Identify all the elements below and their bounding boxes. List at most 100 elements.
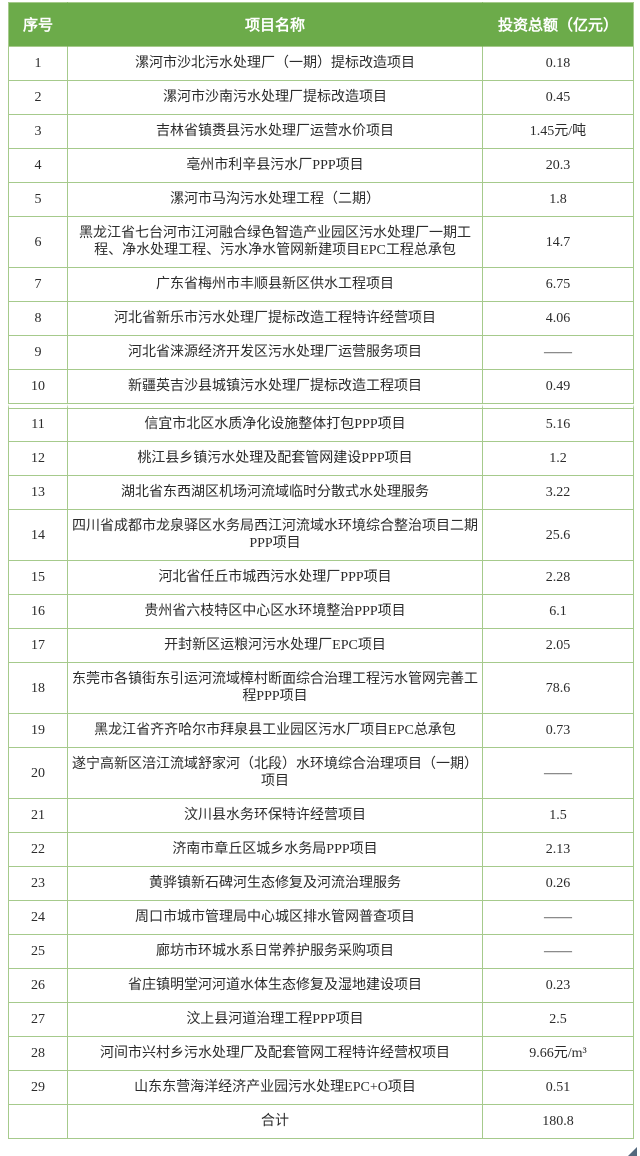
table-row: 7 广东省梅州市丰顺县新区供水工程项目 6.75 — [8, 268, 634, 302]
investment-amount-cell: 1.8 — [483, 183, 634, 217]
table-row: 13 湖北省东西湖区机场河流域临时分散式水处理服务 3.22 — [8, 476, 634, 510]
project-name-cell: 漯河市沙北污水处理厂（一期）提标改造项目 — [68, 47, 483, 81]
row-index-cell: 10 — [8, 370, 68, 404]
table-row: 29 山东东营海洋经济产业园污水处理EPC+O项目 0.51 — [8, 1071, 634, 1105]
column-header-project-name: 项目名称 — [68, 2, 483, 47]
investment-amount-cell: —— — [483, 336, 634, 370]
table-row: 4 亳州市利辛县污水厂PPP项目 20.3 — [8, 149, 634, 183]
investment-amount-cell: 0.18 — [483, 47, 634, 81]
project-name-cell: 遂宁高新区涪江流域舒家河（北段）水环境综合治理项目（一期）项目 — [68, 748, 483, 799]
total-label-cell: 合计 — [68, 1105, 483, 1139]
investment-amount-cell: 0.51 — [483, 1071, 634, 1105]
row-index-cell: 5 — [8, 183, 68, 217]
investment-amount-cell: 0.26 — [483, 867, 634, 901]
table-row: 2 漯河市沙南污水处理厂提标改造项目 0.45 — [8, 81, 634, 115]
row-index-cell: 6 — [8, 217, 68, 268]
table-row: 23 黄骅镇新石碑河生态修复及河流治理服务 0.26 — [8, 867, 634, 901]
table-row: 15 河北省任丘市城西污水处理厂PPP项目 2.28 — [8, 561, 634, 595]
header-row: 序号 项目名称 投资总额（亿元） — [8, 2, 634, 47]
project-name-cell: 周口市城市管理局中心城区排水管网普查项目 — [68, 901, 483, 935]
table-row: 6 黑龙江省七台河市江河融合绿色智造产业园区污水处理厂一期工程、净水处理工程、污水… — [8, 217, 634, 268]
investment-amount-cell: 20.3 — [483, 149, 634, 183]
table-row: 24 周口市城市管理局中心城区排水管网普查项目 —— — [8, 901, 634, 935]
row-index-cell: 27 — [8, 1003, 68, 1037]
investment-amount-cell: 0.49 — [483, 370, 634, 404]
project-name-cell: 廊坊市环城水系日常养护服务采购项目 — [68, 935, 483, 969]
investment-amount-cell: 2.05 — [483, 629, 634, 663]
table-row: 22 济南市章丘区城乡水务局PPP项目 2.13 — [8, 833, 634, 867]
project-name-cell: 吉林省镇赉县污水处理厂运营水价项目 — [68, 115, 483, 149]
table-row: 1 漯河市沙北污水处理厂（一期）提标改造项目 0.18 — [8, 47, 634, 81]
table-row: 26 省庄镇明堂河河道水体生态修复及湿地建设项目 0.23 — [8, 969, 634, 1003]
project-name-cell: 山东东营海洋经济产业园污水处理EPC+O项目 — [68, 1071, 483, 1105]
investment-amount-cell: —— — [483, 935, 634, 969]
row-index-cell: 28 — [8, 1037, 68, 1071]
row-index-cell: 24 — [8, 901, 68, 935]
investment-amount-cell: 2.28 — [483, 561, 634, 595]
project-name-cell: 黑龙江省齐齐哈尔市拜泉县工业园区污水厂项目EPC总承包 — [68, 714, 483, 748]
investment-amount-cell: 3.22 — [483, 476, 634, 510]
row-index-cell: 13 — [8, 476, 68, 510]
table-row: 28 河间市兴村乡污水处理厂及配套管网工程特许经营权项目 9.66元/m³ — [8, 1037, 634, 1071]
investment-amount-cell: 2.5 — [483, 1003, 634, 1037]
row-index-cell: 21 — [8, 799, 68, 833]
project-name-cell: 信宜市北区水质净化设施整体打包PPP项目 — [68, 404, 483, 442]
row-index-cell: 8 — [8, 302, 68, 336]
row-index-cell: 23 — [8, 867, 68, 901]
table-body: 1 漯河市沙北污水处理厂（一期）提标改造项目 0.18 2 漯河市沙南污水处理厂提标改造… — [8, 47, 634, 1105]
investment-amount-cell: 14.7 — [483, 217, 634, 268]
table-row: 8 河北省新乐市污水处理厂提标改造工程特许经营项目 4.06 — [8, 302, 634, 336]
investment-amount-cell: 1.5 — [483, 799, 634, 833]
investment-amount-cell: —— — [483, 901, 634, 935]
row-index-cell: 1 — [8, 47, 68, 81]
project-name-cell: 汶上县河道治理工程PPP项目 — [68, 1003, 483, 1037]
project-name-cell: 河间市兴村乡污水处理厂及配套管网工程特许经营权项目 — [68, 1037, 483, 1071]
resize-handle[interactable] — [628, 1147, 637, 1156]
row-index-cell: 15 — [8, 561, 68, 595]
project-name-cell: 桃江县乡镇污水处理及配套管网建设PPP项目 — [68, 442, 483, 476]
project-name-cell: 河北省新乐市污水处理厂提标改造工程特许经营项目 — [68, 302, 483, 336]
project-name-cell: 黄骅镇新石碑河生态修复及河流治理服务 — [68, 867, 483, 901]
project-name-cell: 湖北省东西湖区机场河流域临时分散式水处理服务 — [68, 476, 483, 510]
project-name-cell: 漯河市沙南污水处理厂提标改造项目 — [68, 81, 483, 115]
investment-amount-cell: 1.45元/吨 — [483, 115, 634, 149]
table-footer: 合计 180.8 — [8, 1105, 634, 1139]
investment-amount-cell: 1.2 — [483, 442, 634, 476]
row-index-cell: 26 — [8, 969, 68, 1003]
table-row: 19 黑龙江省齐齐哈尔市拜泉县工业园区污水厂项目EPC总承包 0.73 — [8, 714, 634, 748]
table-row: 17 开封新区运粮河污水处理厂EPC项目 2.05 — [8, 629, 634, 663]
table-row: 20 遂宁高新区涪江流域舒家河（北段）水环境综合治理项目（一期）项目 —— — [8, 748, 634, 799]
investment-amount-cell: 0.23 — [483, 969, 634, 1003]
project-name-cell: 河北省涞源经济开发区污水处理厂运营服务项目 — [68, 336, 483, 370]
table-row: 5 漯河市马沟污水处理工程（二期） 1.8 — [8, 183, 634, 217]
row-index-cell: 7 — [8, 268, 68, 302]
table-header: 序号 项目名称 投资总额（亿元） — [8, 2, 634, 47]
row-index-cell: 12 — [8, 442, 68, 476]
investment-amount-cell: 9.66元/m³ — [483, 1037, 634, 1071]
table-row: 11 信宜市北区水质净化设施整体打包PPP项目 5.16 — [8, 404, 634, 442]
investment-amount-cell: 2.13 — [483, 833, 634, 867]
investment-amount-cell: 25.6 — [483, 510, 634, 561]
investment-amount-cell: 4.06 — [483, 302, 634, 336]
investment-amount-cell: 6.1 — [483, 595, 634, 629]
table-row: 27 汶上县河道治理工程PPP项目 2.5 — [8, 1003, 634, 1037]
investment-amount-cell: —— — [483, 748, 634, 799]
column-header-investment: 投资总额（亿元） — [483, 2, 634, 47]
table-row: 21 汶川县水务环保特许经营项目 1.5 — [8, 799, 634, 833]
row-index-cell: 4 — [8, 149, 68, 183]
investment-amount-cell: 6.75 — [483, 268, 634, 302]
table-row: 18 东莞市各镇街东引运河流域樟村断面综合治理工程污水管网完善工程PPP项目 78.… — [8, 663, 634, 714]
projects-table: 序号 项目名称 投资总额（亿元） 1 漯河市沙北污水处理厂（一期）提标改造项目 0.… — [8, 2, 634, 1139]
column-header-index: 序号 — [8, 2, 68, 47]
project-name-cell: 漯河市马沟污水处理工程（二期） — [68, 183, 483, 217]
total-value-cell: 180.8 — [483, 1105, 634, 1139]
table-row: 3 吉林省镇赉县污水处理厂运营水价项目 1.45元/吨 — [8, 115, 634, 149]
row-index-cell: 14 — [8, 510, 68, 561]
table-row: 9 河北省涞源经济开发区污水处理厂运营服务项目 —— — [8, 336, 634, 370]
row-index-cell: 20 — [8, 748, 68, 799]
row-index-cell: 16 — [8, 595, 68, 629]
row-index-cell: 9 — [8, 336, 68, 370]
project-name-cell: 济南市章丘区城乡水务局PPP项目 — [68, 833, 483, 867]
investment-amount-cell: 0.73 — [483, 714, 634, 748]
